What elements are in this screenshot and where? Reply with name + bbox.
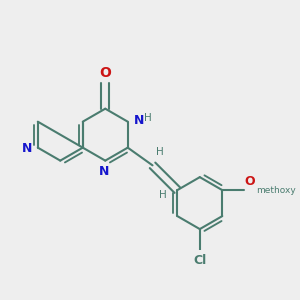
Text: O: O [245,176,255,188]
Text: N: N [99,165,109,178]
Text: H: H [159,190,167,200]
Text: N: N [134,114,144,127]
Text: H: H [144,113,152,123]
Text: methoxy: methoxy [256,186,296,195]
Text: O: O [99,66,111,80]
Text: H: H [156,147,164,157]
Text: Cl: Cl [193,254,206,267]
Text: N: N [22,142,32,155]
